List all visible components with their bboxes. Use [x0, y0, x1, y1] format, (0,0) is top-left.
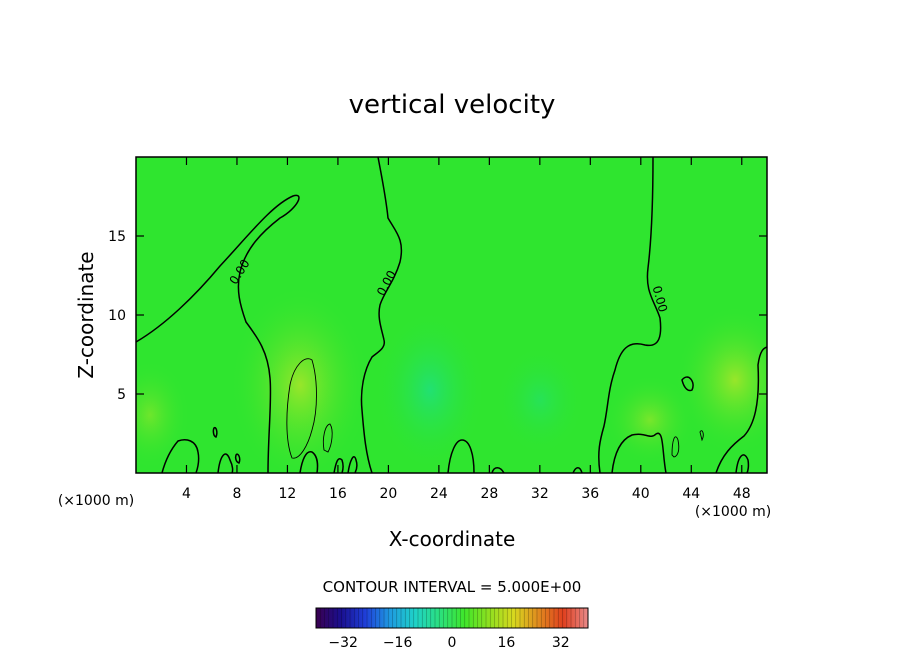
- y-axis: 5 10 15: [108, 229, 767, 403]
- x-tick-label: 32: [531, 486, 549, 502]
- field-cool-region: [495, 345, 585, 455]
- zero-contour-line: [715, 346, 767, 473]
- zero-contour-line: [212, 426, 218, 438]
- x-axis-label: X-coordinate: [389, 527, 516, 551]
- zero-contour-line: [572, 467, 583, 473]
- field-warm-region: [136, 360, 190, 470]
- zero-contour-line: [161, 439, 200, 473]
- y-tick-label: 10: [108, 308, 126, 324]
- zero-contour-line: [234, 453, 241, 464]
- field-warm-region: [230, 285, 370, 473]
- x-unit-right: (×1000 m): [695, 504, 771, 520]
- zero-contour-line: [299, 451, 319, 473]
- zero-contour-line: [598, 157, 662, 473]
- colorbar: −32 −16 0 16 32: [315, 607, 589, 651]
- x-unit-left: (×1000 m): [58, 493, 134, 509]
- contour-5: [671, 436, 680, 458]
- zero-contours: [136, 157, 767, 473]
- x-tick-label: 12: [279, 486, 297, 502]
- chart-title: vertical velocity: [349, 90, 556, 120]
- x-tick-label: 8: [232, 486, 241, 502]
- zero-contour-line: [360, 157, 403, 473]
- colorbar-ticks: −32 −16 0 16 32: [328, 635, 569, 651]
- field-cool-region: [375, 310, 485, 470]
- zero-contour-line: [347, 456, 358, 473]
- colorbar-cells: [319, 608, 585, 628]
- contour-interval: CONTOUR INTERVAL = 5.000E+00: [323, 578, 582, 596]
- contour-label: 0.00: [650, 284, 670, 313]
- colorbar-tick-label: −32: [328, 635, 358, 651]
- zero-contour-line: [735, 454, 750, 473]
- zero-contour-line: [491, 467, 505, 473]
- colorbar-tick-label: −16: [383, 635, 413, 651]
- field-warm-region: [675, 305, 767, 455]
- y-tick-label: 15: [108, 229, 126, 245]
- colorbar-frame: [315, 607, 589, 629]
- colorbar-tick-label: 32: [552, 635, 570, 651]
- zero-contour-line: [681, 376, 694, 392]
- x-tick-label: 44: [682, 486, 700, 502]
- x-axis: 4 8 12 16 20 24 28 32 36 40 44 48: [182, 157, 751, 502]
- x-tick-label: 48: [733, 486, 751, 502]
- x-tick-label: 16: [329, 486, 347, 502]
- zero-contour-line: [217, 453, 234, 473]
- plot-area: 0.00 0.00 0.00: [136, 157, 767, 473]
- zero-contour-line: [611, 432, 667, 473]
- y-tick-label: 5: [117, 387, 126, 403]
- positive-contours: [286, 358, 704, 459]
- colorbar-tick-label: 16: [497, 635, 515, 651]
- colorbar-gradient: [316, 608, 588, 628]
- y-axis-label: Z-coordinate: [74, 251, 98, 378]
- x-tick-label: 24: [430, 486, 448, 502]
- contour-5: [286, 358, 317, 459]
- zero-contour-line: [447, 439, 475, 473]
- x-tick-label: 20: [379, 486, 397, 502]
- x-tick-label: 4: [182, 486, 191, 502]
- contour-5: [322, 423, 333, 453]
- x-tick-label: 36: [581, 486, 599, 502]
- zero-contour-line: [333, 458, 344, 473]
- x-tick-label: 40: [632, 486, 650, 502]
- zero-contour-line: [136, 194, 300, 473]
- field-warm-region: [605, 375, 695, 465]
- contour-5: [699, 430, 704, 442]
- x-tick-label: 28: [480, 486, 498, 502]
- colorbar-tick-label: 0: [448, 635, 457, 651]
